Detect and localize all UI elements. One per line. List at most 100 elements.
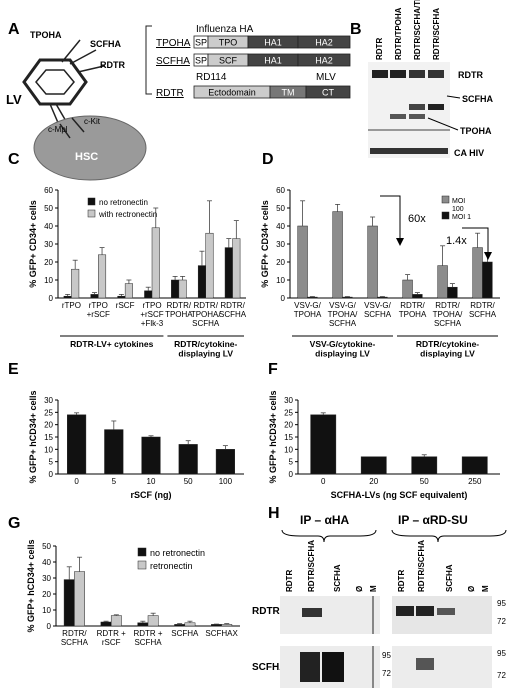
fold-arrow xyxy=(380,195,401,240)
band-label-rdtr: RDTR xyxy=(458,70,483,80)
bar xyxy=(232,238,241,299)
y-tick-label: 10 xyxy=(284,445,293,454)
group-label: displaying LV xyxy=(420,349,475,359)
band-h-scfha-b xyxy=(322,652,344,682)
construct-segment-label: TM xyxy=(282,88,295,98)
bar xyxy=(98,254,107,299)
lane-label: RDTR xyxy=(375,38,384,60)
band-ca-hiv xyxy=(370,148,448,154)
marker-72-right-bottom: 72 xyxy=(497,671,506,680)
legend-label: MOI xyxy=(452,198,465,205)
band-rdtr-lane3 xyxy=(409,70,425,78)
x-tick-label: 50 xyxy=(184,477,193,486)
y-axis-label: % GFP+ hCD34+ cells xyxy=(28,390,38,483)
x-tick-label: +rSCF xyxy=(140,310,163,319)
x-tick-label: rSCF xyxy=(116,301,135,310)
x-tick-label: SCFHAX xyxy=(205,629,238,638)
blot-h-bottom-right xyxy=(392,646,492,688)
fold-annotation: 1.4x xyxy=(446,235,467,247)
y-tick-label: 5 xyxy=(289,458,294,467)
bar xyxy=(211,624,222,627)
x-tick-label: VSV-G/ xyxy=(329,301,356,310)
construct-segment xyxy=(297,53,351,67)
bar xyxy=(412,294,423,299)
band-label-tpoha: TPOHA xyxy=(460,126,492,136)
bar xyxy=(147,615,159,627)
band-rdtr-lane1 xyxy=(372,70,388,78)
chart-e: E 0 5 10 15 20 25 30 % GFP+ hCD34+ cells 0 5 10 50 10… xyxy=(8,361,244,500)
x-tick-label: SCFHA xyxy=(192,319,220,328)
band-label-ca-hiv: CA HIV xyxy=(454,148,484,158)
bar xyxy=(178,444,198,475)
band-h-rdtr-b xyxy=(396,606,414,616)
bar xyxy=(63,295,72,299)
y-tick-label: 20 xyxy=(42,590,51,599)
y-tick-label: 40 xyxy=(276,222,285,231)
x-tick-label: RDTR/ xyxy=(193,301,218,310)
x-tick-label: SCFHA xyxy=(329,319,357,328)
x-tick-label: SCFHA xyxy=(469,310,497,319)
x-tick-label: TPOHA xyxy=(399,310,427,319)
x-tick-label: RDTR/ xyxy=(435,301,460,310)
bar xyxy=(74,571,85,627)
y-tick-label: 15 xyxy=(44,433,53,442)
bar xyxy=(171,279,180,299)
x-tick-label: TPOHA/ xyxy=(328,310,359,319)
y-tick-label: 30 xyxy=(44,396,53,405)
y-tick-label: 20 xyxy=(44,258,53,267)
legend-label: with rectronectin xyxy=(98,210,157,219)
y-tick-label: 0 xyxy=(281,294,286,303)
x-tick-label: 20 xyxy=(369,477,378,486)
y-tick-label: 50 xyxy=(42,542,51,551)
group-label: RDTR/cytokine- xyxy=(416,339,479,349)
x-tick-label: VSV-G/ xyxy=(364,301,391,310)
y-axis-label: % GFP+ CD34+ cells xyxy=(260,200,270,288)
legend-swatch xyxy=(87,209,96,218)
x-tick-label: RDTR/ xyxy=(167,301,192,310)
bar xyxy=(472,247,483,299)
x-tick-label: rTPO xyxy=(62,301,81,310)
bar xyxy=(144,290,153,299)
construct-segment xyxy=(305,85,351,99)
panel-letter: D xyxy=(262,151,274,168)
legend-swatch xyxy=(137,547,147,557)
ip-bracket-right xyxy=(391,529,507,543)
y-tick-label: 20 xyxy=(284,421,293,430)
bar xyxy=(310,414,337,475)
x-tick-label: 50 xyxy=(420,477,429,486)
blot-h-top-left xyxy=(280,596,380,634)
marker-95-right-top: 95 xyxy=(497,599,506,608)
y-tick-label: 0 xyxy=(289,470,294,479)
bar xyxy=(151,227,160,299)
x-tick-label: VSV-G/ xyxy=(294,301,321,310)
legend-swatch xyxy=(441,195,450,204)
bar xyxy=(377,296,388,299)
bar xyxy=(67,414,87,475)
group-label: VSV-G/cytokine- xyxy=(310,339,376,349)
y-tick-label: 15 xyxy=(284,433,293,442)
group-label: displaying LV xyxy=(178,349,233,359)
panel-letter: C xyxy=(8,151,20,168)
panel-letter-b: B xyxy=(350,21,362,38)
legend-swatch xyxy=(137,560,147,570)
lane-label: M xyxy=(369,585,378,592)
y-tick-label: 40 xyxy=(44,222,53,231)
x-tick-label: 100 xyxy=(219,477,233,486)
bar xyxy=(184,622,196,627)
label-scfha: SCFHA xyxy=(90,39,121,49)
header-influenza-ha: Influenza HA xyxy=(196,24,254,35)
x-tick-label: RDTR + xyxy=(133,629,162,638)
x-tick-label: SCFHA xyxy=(364,310,392,319)
bar xyxy=(174,624,186,627)
panel-letter: E xyxy=(8,361,19,378)
group-label: displaying LV xyxy=(315,349,370,359)
chart-d: D 0 10 20 30 40 50 60 % GFP+ CD34+ cells VSV-G/TP… xyxy=(260,151,500,359)
y-tick-label: 30 xyxy=(276,240,285,249)
bar xyxy=(104,429,124,475)
x-tick-label: RDTR + xyxy=(97,629,126,638)
chart-c: C 0 10 20 30 40 50 60 % GFP+ CD34+ cells rTPO rTPO… xyxy=(8,151,247,359)
x-tick-label: TPOHA/ xyxy=(433,310,464,319)
legend-label: 100 xyxy=(452,206,464,213)
legend-label: no retronectin xyxy=(150,548,205,558)
